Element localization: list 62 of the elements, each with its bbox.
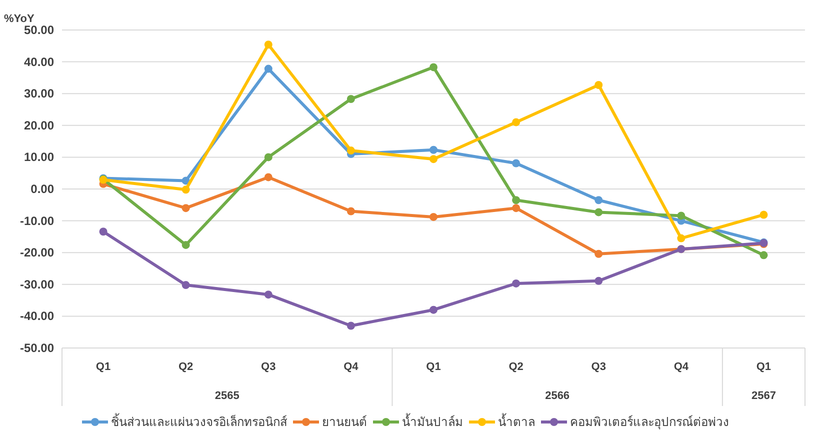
point: [677, 234, 686, 242]
point: [182, 186, 190, 194]
y-tick-label: -20.00: [20, 246, 54, 260]
point: [182, 240, 190, 249]
point: [264, 290, 272, 299]
point: [264, 153, 272, 162]
point: [512, 279, 520, 288]
point: [430, 155, 438, 164]
text: 2565: [214, 390, 240, 402]
point: [430, 146, 438, 154]
x-tick-label: Q4: [344, 361, 360, 373]
y-tick-label: -30.00: [20, 277, 54, 292]
point: [182, 204, 190, 212]
point: [760, 251, 768, 260]
point: [264, 64, 272, 73]
point: [346, 207, 355, 216]
x-tick-label: Q3: [261, 361, 276, 373]
point: [512, 196, 520, 204]
point: [677, 212, 686, 220]
point: [430, 212, 438, 221]
x-tick-label: Q4: [674, 361, 690, 373]
x-tick-label: Q1: [426, 361, 441, 373]
legend-label: ยานยนต์: [322, 415, 367, 429]
x-tick-label: Q3: [591, 361, 606, 373]
point: [512, 159, 520, 168]
legend-label: คอมพิวเตอร์และอุปกรณ์ต่อพ่วง: [570, 415, 729, 430]
point: [346, 146, 355, 155]
x-tick-label: Q1: [96, 361, 111, 373]
legend-label: น้ำตาล: [498, 413, 535, 429]
y-tick-label: -40.00: [20, 309, 54, 324]
point: [760, 210, 768, 219]
legend-label: ชิ้นส่วนและแผ่นวงจรอิเล็กทรอนิกส์: [111, 413, 288, 429]
point: [512, 118, 520, 126]
text: 2567: [751, 390, 776, 402]
x-tick-label: Q2: [508, 361, 524, 373]
y-tick-label: 40.00: [24, 54, 54, 69]
point: [346, 95, 355, 104]
point: [264, 40, 272, 49]
y-tick-label: -10.00: [20, 214, 54, 228]
y-tick-label: 50.00: [24, 23, 54, 37]
point: [594, 250, 603, 258]
point: [264, 173, 272, 182]
point: [594, 208, 603, 216]
point: [430, 63, 438, 72]
y-tick-label: -50.00: [20, 341, 54, 355]
point: [430, 306, 438, 314]
point: [99, 228, 108, 236]
point: [594, 276, 603, 285]
x-tick-label: Q2: [178, 361, 194, 373]
y-tick-label: 20.00: [24, 118, 54, 132]
point: [512, 204, 520, 212]
point: [346, 322, 355, 330]
point: [594, 81, 603, 90]
y-tick-label: 0.00: [30, 182, 54, 196]
y-tick-label: 30.00: [24, 86, 54, 101]
legend-label: น้ำมันปาล์ม: [402, 413, 463, 429]
y-axis-title: %YoY: [4, 13, 36, 25]
text: 2566: [545, 390, 570, 402]
point: [182, 281, 190, 290]
point: [594, 196, 603, 204]
x-tick-label: Q1: [756, 361, 772, 373]
y-tick-label: 10.00: [24, 150, 54, 164]
